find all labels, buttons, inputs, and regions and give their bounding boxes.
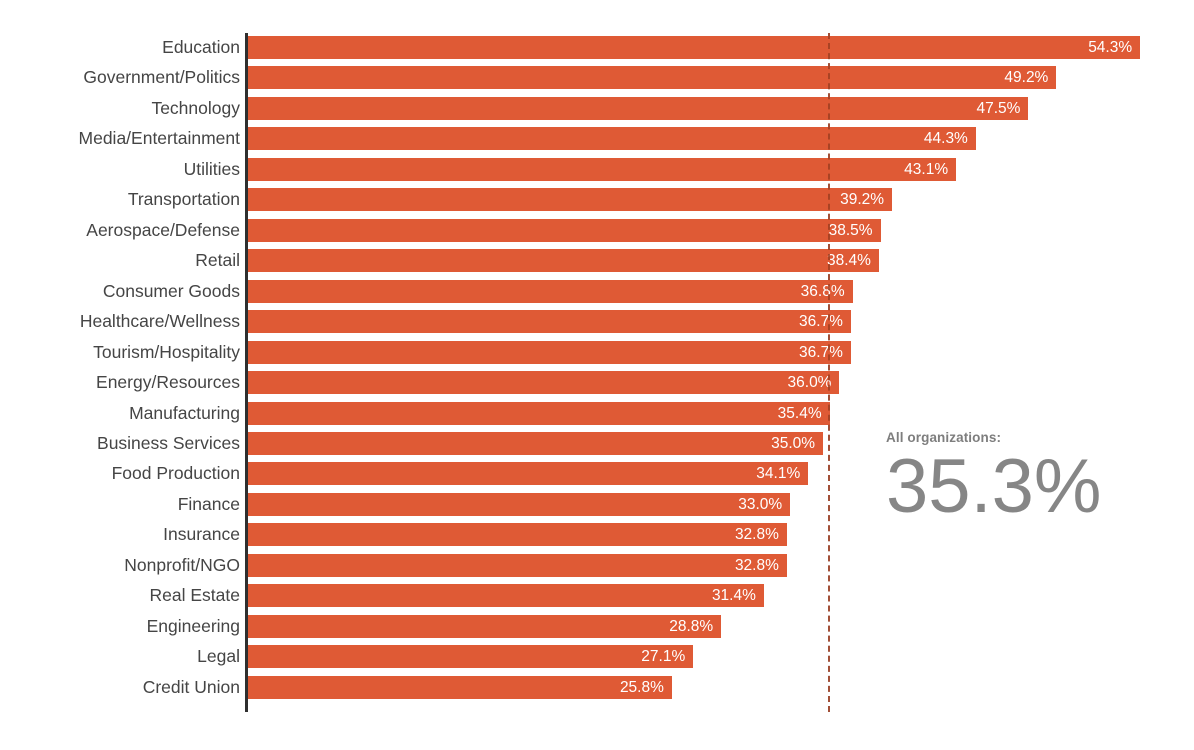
bar-value-label: 39.2% xyxy=(840,191,885,209)
bar-row: Utilities 43.1% xyxy=(0,157,1194,181)
category-label: Education xyxy=(162,37,240,57)
bar-row: Transportation 39.2% xyxy=(0,188,1194,212)
all-organizations-annotation: All organizations: 35.3% xyxy=(886,430,1102,527)
bar[interactable] xyxy=(248,553,787,577)
category-label: Media/Entertainment xyxy=(78,128,240,149)
category-label: Retail xyxy=(195,250,240,271)
bar-row: Energy/Resources 36.0% xyxy=(0,371,1194,395)
category-label: Real Estate xyxy=(149,585,240,606)
bar-row: Nonprofit/NGO 32.8% xyxy=(0,553,1194,577)
category-label: Utilities xyxy=(183,158,240,179)
bar[interactable] xyxy=(248,279,853,303)
bar[interactable] xyxy=(248,66,1057,90)
bar-row: Technology 47.5% xyxy=(0,96,1194,120)
bar-value-label: 35.0% xyxy=(771,434,816,452)
bar-value-label: 38.5% xyxy=(828,221,873,239)
bar[interactable] xyxy=(248,340,851,364)
category-label: Engineering xyxy=(146,615,240,636)
bar-value-label: 54.3% xyxy=(1088,39,1133,56)
bar[interactable] xyxy=(248,218,881,242)
bar[interactable] xyxy=(248,157,957,181)
bar[interactable] xyxy=(248,614,722,638)
bar-row: Education 54.3% xyxy=(0,36,1194,59)
bar-row: Consumer Goods 36.8% xyxy=(0,279,1194,303)
bar[interactable] xyxy=(248,431,824,455)
bar-value-label: 44.3% xyxy=(923,130,968,148)
category-label: Transportation xyxy=(127,189,240,210)
bar[interactable] xyxy=(248,371,840,395)
annotation-title: All organizations: xyxy=(886,430,1002,445)
category-label: Aerospace/Defense xyxy=(86,219,240,240)
bar-row: Engineering 28.8% xyxy=(0,614,1194,638)
bar-value-label: 36.7% xyxy=(799,313,843,331)
category-label: Manufacturing xyxy=(129,402,240,423)
y-axis-line xyxy=(245,33,248,712)
bar[interactable] xyxy=(248,401,830,425)
bar[interactable] xyxy=(248,675,672,699)
bar-value-label: 27.1% xyxy=(641,648,686,666)
category-label: Insurance xyxy=(163,524,240,545)
bar[interactable] xyxy=(248,249,879,273)
bar-row: Credit Union 25.8% xyxy=(0,675,1194,699)
category-label: Finance xyxy=(177,493,240,514)
bar-row: Tourism/Hospitality 36.7% xyxy=(0,340,1194,364)
bar-value-label: 35.4% xyxy=(777,404,822,422)
bar-value-label: 43.1% xyxy=(904,160,949,178)
category-label: Technology xyxy=(151,97,240,118)
bar-value-label: 31.4% xyxy=(711,587,756,605)
reference-line-overlay xyxy=(827,33,830,712)
bar-row: Insurance 32.8% xyxy=(0,523,1194,547)
bar[interactable] xyxy=(248,492,791,516)
bar-row: Finance 33.0% xyxy=(0,492,1194,516)
bar-value-label: 33.0% xyxy=(738,495,783,513)
bar[interactable] xyxy=(248,96,1029,120)
category-label: Healthcare/Wellness xyxy=(79,311,240,332)
bar-row: Government/Politics 49.2% xyxy=(0,66,1194,90)
bar-row: Business Services 35.0% xyxy=(0,431,1194,455)
bar-value-label: 28.8% xyxy=(669,617,714,635)
bar-value-label: 47.5% xyxy=(976,99,1021,117)
bar[interactable] xyxy=(248,127,976,151)
bar[interactable] xyxy=(248,523,787,547)
bar-value-label: 25.8% xyxy=(619,678,664,696)
category-label: Credit Union xyxy=(142,676,240,697)
bar[interactable] xyxy=(248,645,694,669)
category-label: Food Production xyxy=(111,463,240,484)
bar-value-label: 38.4% xyxy=(826,252,871,270)
category-label: Government/Politics xyxy=(83,67,240,88)
bar-value-label: 36.0% xyxy=(787,374,832,392)
category-label: Energy/Resources xyxy=(96,372,240,393)
bar-value-label: 49.2% xyxy=(1004,69,1049,87)
category-label: Consumer Goods xyxy=(102,280,240,301)
bar[interactable] xyxy=(248,462,809,486)
bar[interactable] xyxy=(248,584,764,608)
bar[interactable] xyxy=(248,36,1141,59)
bar-row: Healthcare/Wellness 36.7% xyxy=(0,310,1194,334)
bar-value-label: 36.8% xyxy=(800,282,845,300)
bar-row: Aerospace/Defense 38.5% xyxy=(0,218,1194,242)
bar[interactable] xyxy=(248,188,893,212)
category-label: Legal xyxy=(197,646,240,667)
bar-value-label: 34.1% xyxy=(756,465,801,483)
bar-row: Food Production 34.1% xyxy=(0,462,1194,486)
bar-value-label: 36.7% xyxy=(799,343,843,361)
bar-value-label: 32.8% xyxy=(734,556,779,574)
category-label: Tourism/Hospitality xyxy=(93,341,240,362)
category-label: Nonprofit/NGO xyxy=(124,554,240,575)
bar-row: Real Estate 31.4% xyxy=(0,584,1194,608)
bar-row: Retail 38.4% xyxy=(0,249,1194,273)
annotation-value: 35.3% xyxy=(886,444,1102,529)
bar-value-label: 32.8% xyxy=(734,526,779,544)
category-label: Business Services xyxy=(97,432,240,453)
bar-row: Media/Entertainment 44.3% xyxy=(0,127,1194,151)
bar-row: Manufacturing 35.4% xyxy=(0,401,1194,425)
bar-row: Legal 27.1% xyxy=(0,645,1194,669)
bar[interactable] xyxy=(248,310,851,334)
